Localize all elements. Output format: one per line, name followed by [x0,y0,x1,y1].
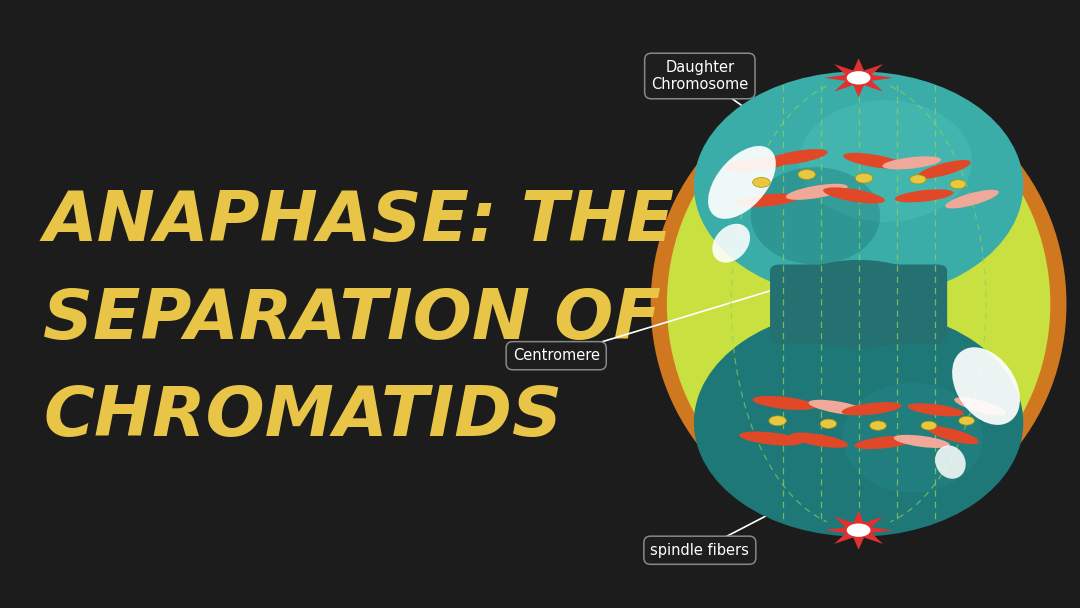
Circle shape [959,416,974,425]
Ellipse shape [708,146,775,219]
Polygon shape [824,58,893,97]
Ellipse shape [823,187,885,204]
Text: Daughter
Chromosome: Daughter Chromosome [651,60,748,92]
Ellipse shape [775,260,943,348]
Ellipse shape [789,432,848,448]
Circle shape [798,170,815,179]
Ellipse shape [667,93,1050,515]
Ellipse shape [917,160,971,179]
Ellipse shape [724,157,787,171]
Ellipse shape [927,426,978,444]
Ellipse shape [935,446,966,478]
Text: SEPARATION OF: SEPARATION OF [43,286,661,353]
Ellipse shape [809,399,867,415]
Ellipse shape [799,100,972,222]
Circle shape [847,71,870,85]
Ellipse shape [694,309,1024,537]
Ellipse shape [907,403,964,416]
Ellipse shape [786,184,848,200]
Ellipse shape [893,435,950,448]
Circle shape [950,180,966,188]
Ellipse shape [766,149,827,165]
Ellipse shape [650,82,1067,526]
Text: ANAPHASE: THE: ANAPHASE: THE [43,188,674,255]
Ellipse shape [895,189,954,202]
Circle shape [869,421,887,430]
Circle shape [820,419,837,429]
Ellipse shape [842,383,983,492]
Ellipse shape [953,347,1020,425]
Ellipse shape [882,156,941,170]
Polygon shape [824,511,893,550]
Circle shape [921,421,936,430]
Ellipse shape [713,224,750,263]
Ellipse shape [735,193,799,207]
Ellipse shape [854,436,915,449]
Circle shape [753,178,770,187]
Text: Centromere: Centromere [513,348,599,363]
FancyBboxPatch shape [770,264,947,344]
Ellipse shape [955,398,1007,415]
Ellipse shape [945,190,999,209]
Text: CHROMATIDS: CHROMATIDS [43,383,563,450]
Ellipse shape [739,432,802,446]
Ellipse shape [843,153,905,169]
Ellipse shape [751,167,880,264]
Circle shape [847,523,870,537]
Circle shape [769,416,786,426]
Ellipse shape [753,396,816,410]
Ellipse shape [694,71,1024,299]
Ellipse shape [841,402,902,415]
Circle shape [910,175,926,184]
Text: spindle fibers: spindle fibers [650,543,750,558]
Circle shape [855,173,873,183]
